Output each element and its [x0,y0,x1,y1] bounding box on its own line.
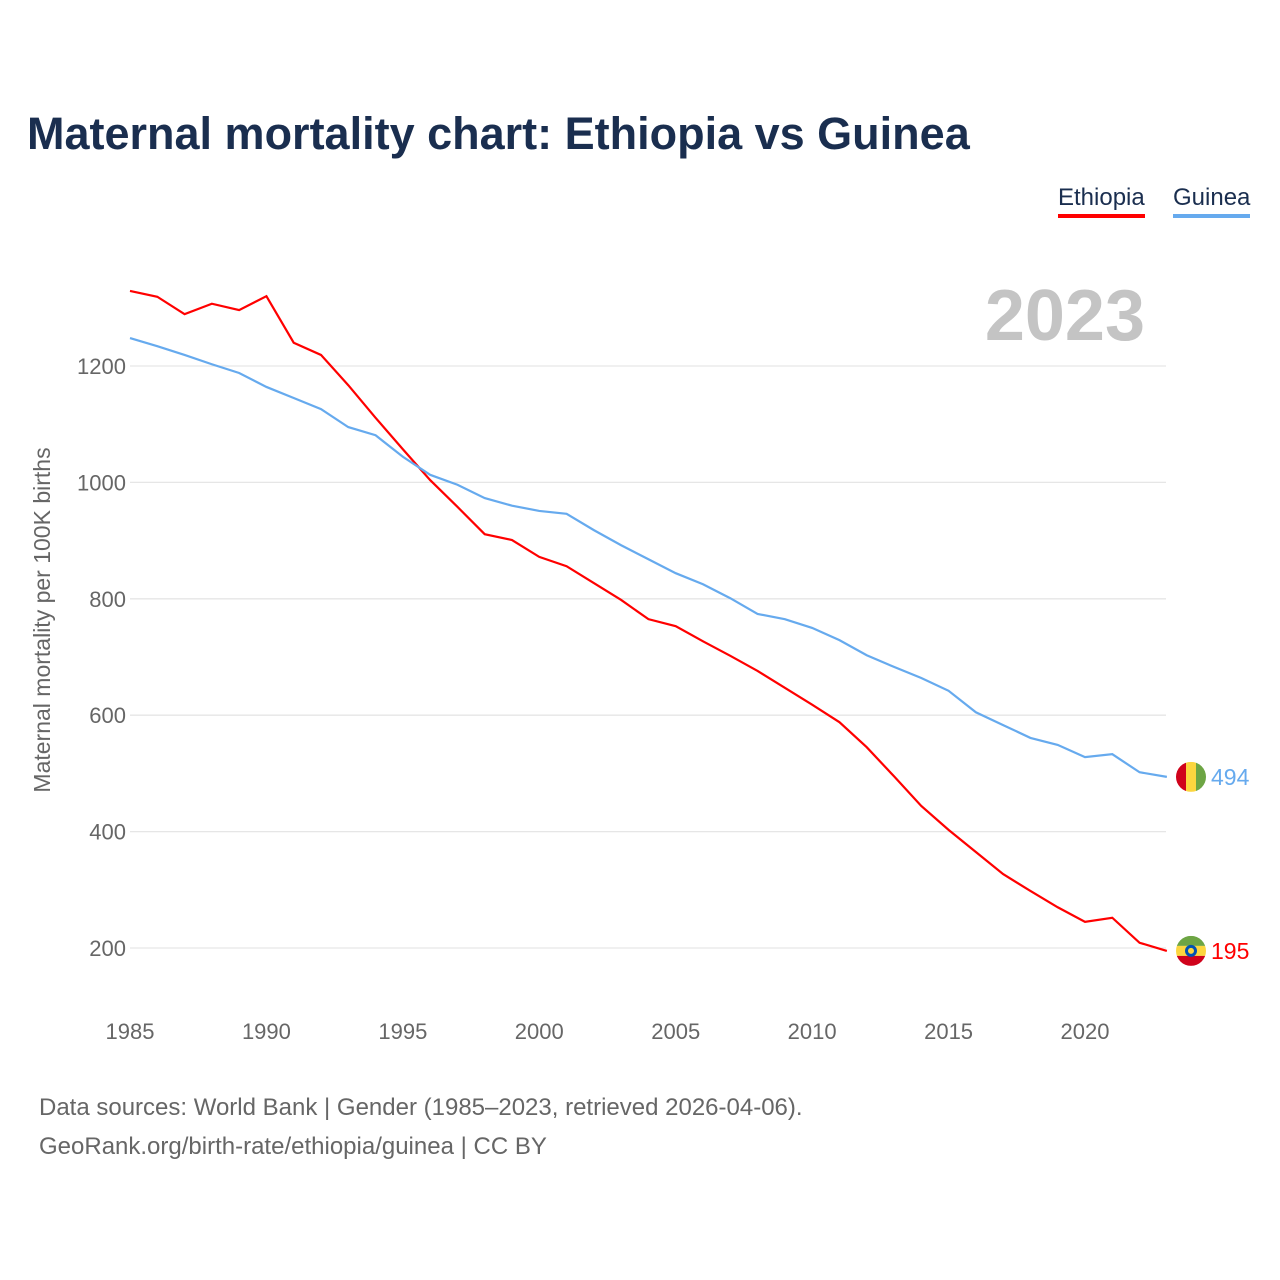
y-tick-label: 1200 [77,354,126,379]
x-tick-label: 2005 [651,1019,700,1044]
series-line-ethiopia[interactable] [129,289,1168,952]
x-tick-label: 2010 [788,1019,837,1044]
x-tick-label: 2015 [924,1019,973,1044]
data-source-text: Data sources: World Bank | Gender (1985–… [39,1094,803,1121]
y-tick-label: 600 [89,703,126,728]
chart-title: Maternal mortality chart: Ethiopia vs Gu… [27,108,970,159]
end-label-ethiopia: 195 [1211,938,1249,964]
footer: Data sources: World Bank | Gender (1985–… [39,1088,803,1166]
x-tick-label: 1985 [106,1019,155,1044]
y-axis-label: Maternal mortality per 100K births [29,447,55,792]
x-tick-label: 1995 [378,1019,427,1044]
series-line-guinea[interactable] [129,337,1168,778]
y-tick-label: 1000 [77,470,126,495]
flag-ethiopia-icon [1176,935,1206,966]
x-tick-label: 2020 [1061,1019,1110,1044]
legend-ethiopia[interactable]: Ethiopia [1058,184,1145,218]
flag-guinea-icon [1176,761,1206,792]
legend-guinea[interactable]: Guinea [1173,184,1251,218]
end-label-guinea: 494 [1211,764,1250,790]
year-watermark: 2023 [985,276,1145,356]
y-tick-label: 800 [89,587,126,612]
x-tick-label: 2000 [515,1019,564,1044]
source-url-text: GeoRank.org/birth-rate/ethiopia/guinea |… [39,1133,547,1160]
x-tick-label: 1990 [242,1019,291,1044]
y-tick-label: 400 [89,820,126,845]
y-tick-label: 200 [89,936,126,961]
